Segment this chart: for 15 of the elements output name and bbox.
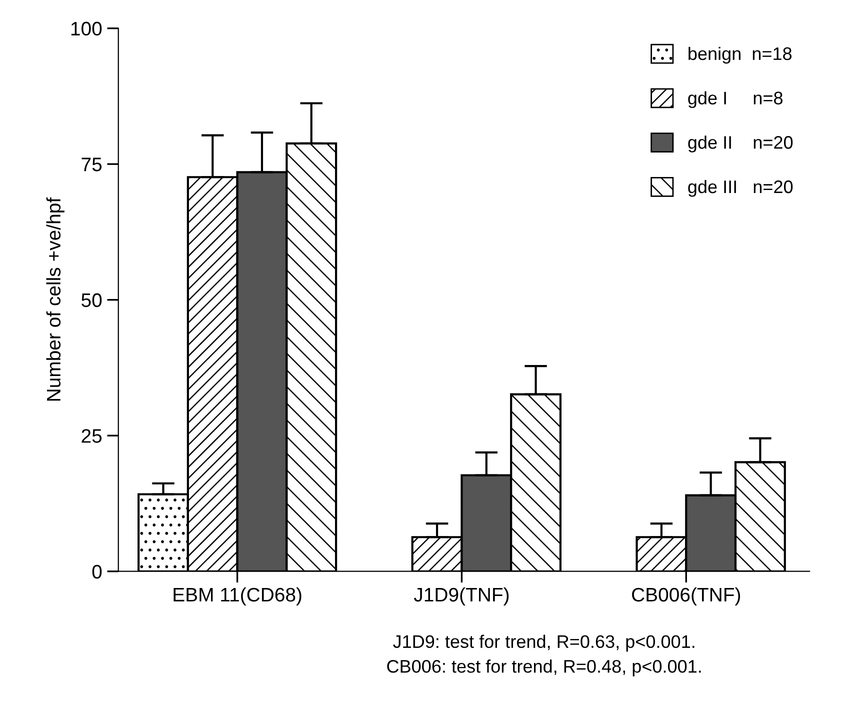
y-tick-label: 75 (82, 158, 102, 172)
x-tick-label: CB006(TNF) (632, 587, 740, 606)
text: CB006: test for trend, R=0.48, p<0.001. (387, 660, 701, 676)
text: J1D9: test for trend, R=0.63, p<0.001. (393, 634, 694, 652)
y-tick-label: 25 (82, 429, 102, 443)
y-tick-label: 100 (71, 22, 102, 36)
legend-label: gde III n=20 (688, 180, 793, 197)
y-tick-label: 50 (82, 293, 102, 308)
x-tick-label: EBM 11(CD68) (174, 587, 302, 606)
legend-label: benign n=18 (688, 46, 792, 64)
legend-label: gde II n=20 (688, 136, 793, 152)
y-axis-title: Number of cells +ve/hpf (46, 197, 64, 401)
legend-label: gde I n=8 (688, 91, 782, 108)
x-tick-label: J1D9(TNF) (414, 587, 509, 606)
y-tick-label: 0 (92, 564, 102, 579)
